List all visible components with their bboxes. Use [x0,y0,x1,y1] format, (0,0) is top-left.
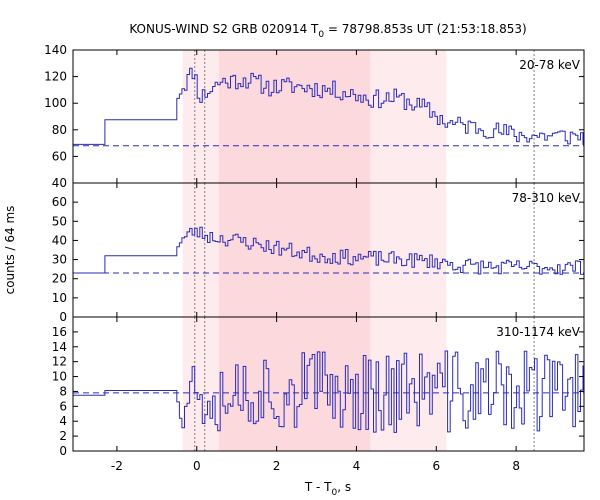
x-axis-title: T - T0, s [304,480,351,498]
y-tick-label: 4 [59,414,67,428]
light-curve [73,67,584,145]
shaded-interval-3 [370,50,447,183]
energy-band-label: 310-1174 keV [496,325,580,339]
shaded-interval-2 [218,50,371,183]
y-tick-label: 30 [52,253,67,267]
y-tick-label: 60 [52,149,67,163]
y-tick-label: 14 [52,340,67,354]
y-tick-label: 6 [59,399,67,413]
x-tick-label: 4 [353,459,361,473]
y-tick-label: 50 [52,214,67,228]
x-tick-label: 8 [512,459,520,473]
shaded-interval-1 [182,183,219,317]
energy-band-label: 78-310 keV [512,191,581,205]
y-tick-label: 20 [52,272,67,286]
y-tick-label: 10 [52,370,67,384]
y-tick-label: 40 [52,233,67,247]
y-axis-title: counts / 64 ms [3,206,17,295]
y-tick-label: 40 [52,176,67,190]
y-tick-label: 2 [59,429,67,443]
y-tick-label: 120 [44,70,67,84]
shaded-interval-3 [370,317,447,451]
y-tick-label: 8 [59,384,67,398]
y-tick-label: 12 [52,355,67,369]
energy-band-label: 20-78 keV [519,58,581,72]
y-tick-label: 60 [52,195,67,209]
y-tick-label: 0 [59,444,67,458]
x-tick-label: 0 [193,459,201,473]
y-tick-label: 80 [52,123,67,137]
shaded-interval-1 [182,50,219,183]
y-tick-label: 140 [44,43,67,57]
shaded-interval-3 [370,183,447,317]
shaded-interval-1 [182,317,219,451]
y-tick-label: 100 [44,96,67,110]
panel-1: 40 60 80 100 120 140 20-78 keV [44,43,585,190]
x-tick-label: 6 [432,459,440,473]
y-tick-label: 0 [59,310,67,324]
x-tick-label: -2 [111,459,123,473]
chart-title: KONUS-WIND S2 GRB 020914 T0 = 78798.853s… [129,22,526,40]
light-curve [73,226,584,275]
y-tick-label: 10 [52,291,67,305]
panel-2: 0 10 20 30 40 50 60 78-310 keV [52,182,585,324]
x-tick-label: 2 [273,459,281,473]
panel-frame [72,316,585,452]
light-curve [73,350,584,433]
y-tick-label: 16 [52,325,67,339]
